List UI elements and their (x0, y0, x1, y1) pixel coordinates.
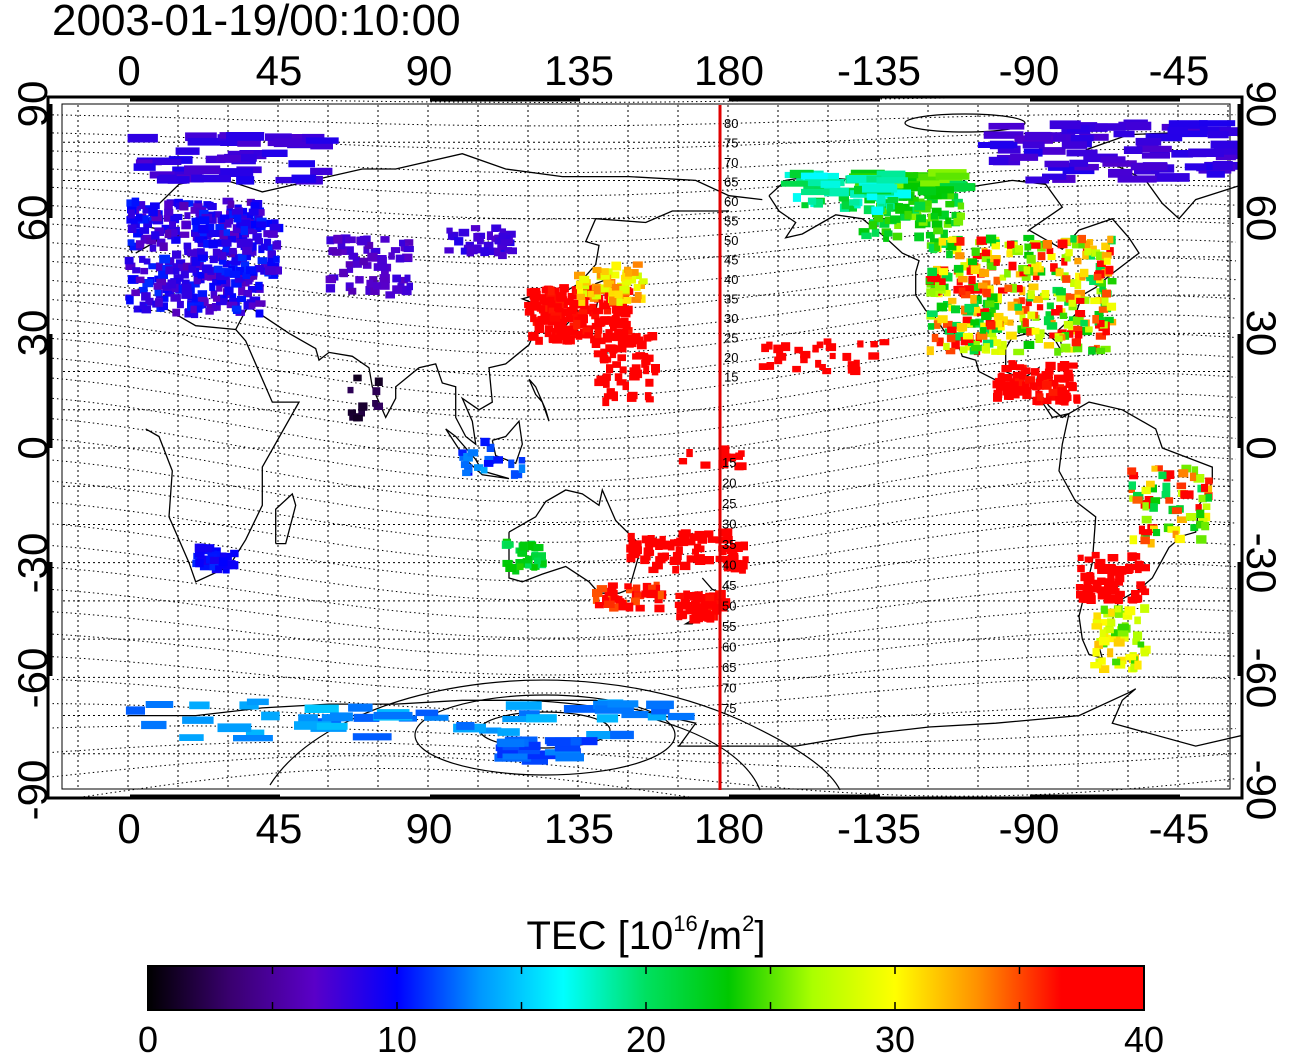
contour-label-south: 70 (722, 681, 736, 696)
contour-label-north: 20 (724, 350, 738, 365)
colorbar-tick-label: 10 (377, 1020, 417, 1060)
latitude-label: -60 (9, 648, 56, 709)
contour-label-south: 65 (722, 660, 736, 675)
latitude-label: 60 (9, 195, 56, 242)
longitude-label: 180 (694, 47, 764, 94)
colorbar-title-unit: /m (698, 914, 742, 958)
longitude-label: 90 (406, 805, 453, 852)
contour-label-south: 75 (722, 701, 736, 716)
latitude-label: 60 (1238, 195, 1285, 242)
contour-label-north: 30 (724, 311, 738, 326)
longitude-label: -45 (1149, 47, 1210, 94)
contour-label-north: 55 (724, 214, 738, 229)
contour-label-north: 75 (724, 136, 738, 151)
contour-label-south: 60 (722, 640, 736, 655)
latitude-label: 90 (1238, 81, 1285, 128)
contour-label-north: 60 (724, 194, 738, 209)
longitude-label: -90 (999, 805, 1060, 852)
latitude-label: -30 (1238, 533, 1285, 594)
contour-label-south: 55 (722, 619, 736, 634)
latitude-label: 0 (9, 436, 56, 459)
contour-label-north: 25 (724, 331, 738, 346)
contour-label-north: 40 (724, 272, 738, 287)
right-latitude-labels: 90 60 30 0 -30 -60 -90 (1238, 81, 1285, 821)
longitude-label: -45 (1149, 805, 1210, 852)
contour-label-north: 15 (724, 370, 738, 385)
colorbar-tick-label: 0 (138, 1020, 158, 1060)
contour-label-south: 20 (722, 476, 736, 491)
latitude-label: -90 (1238, 760, 1285, 821)
colorbar-tick-label: 40 (1124, 1020, 1164, 1060)
longitude-label: 45 (256, 805, 303, 852)
longitude-label: -135 (837, 47, 921, 94)
contour-label-south: 15 (722, 455, 736, 470)
contour-label-south: 25 (722, 496, 736, 511)
latitude-label: 30 (1238, 310, 1285, 357)
top-longitude-labels: 0 45 90 135 180 -135 -90 -45 (117, 47, 1209, 94)
longitude-label: 45 (256, 47, 303, 94)
latitude-label: 0 (1238, 436, 1285, 459)
longitude-label: 135 (544, 805, 614, 852)
latitude-label: -60 (1238, 648, 1285, 709)
longitude-label: 0 (117, 805, 140, 852)
contour-label-north: 80 (724, 116, 738, 131)
colorbar-tick-label: 30 (875, 1020, 915, 1060)
contour-label-south: 30 (722, 517, 736, 532)
contour-label-south: 40 (722, 558, 736, 573)
colorbar-tick-label: 20 (626, 1020, 666, 1060)
longitude-label: 135 (544, 47, 614, 94)
latitude-label: -90 (9, 760, 56, 821)
colorbar-title-close: ] (754, 914, 765, 958)
colorbar-title-unit-exponent: 2 (742, 911, 754, 936)
latitude-label: 30 (9, 310, 56, 357)
contour-label-north: 65 (724, 175, 738, 190)
longitude-label: 90 (406, 47, 453, 94)
latitude-label: -30 (9, 533, 56, 594)
contour-label-north: 45 (724, 253, 738, 268)
colorbar-title-exponent: 16 (673, 911, 697, 936)
longitude-label: -135 (837, 805, 921, 852)
contour-label-south: 35 (722, 537, 736, 552)
colorbar-title-main: TEC [10 (526, 914, 673, 958)
contour-label-north: 50 (724, 233, 738, 248)
latitude-label: 90 (9, 81, 56, 128)
bottom-longitude-labels: 0 45 90 135 180 -135 -90 -45 (117, 805, 1209, 852)
longitude-label: -90 (999, 47, 1060, 94)
longitude-label: 0 (117, 47, 140, 94)
contour-label-south: 45 (722, 578, 736, 593)
contour-label-north: 70 (724, 155, 738, 170)
colorbar-title: TEC [1016/m2] (0, 900, 1292, 960)
contour-label-south: 50 (722, 599, 736, 614)
longitude-label: 180 (694, 805, 764, 852)
contour-label-north: 35 (724, 292, 738, 307)
